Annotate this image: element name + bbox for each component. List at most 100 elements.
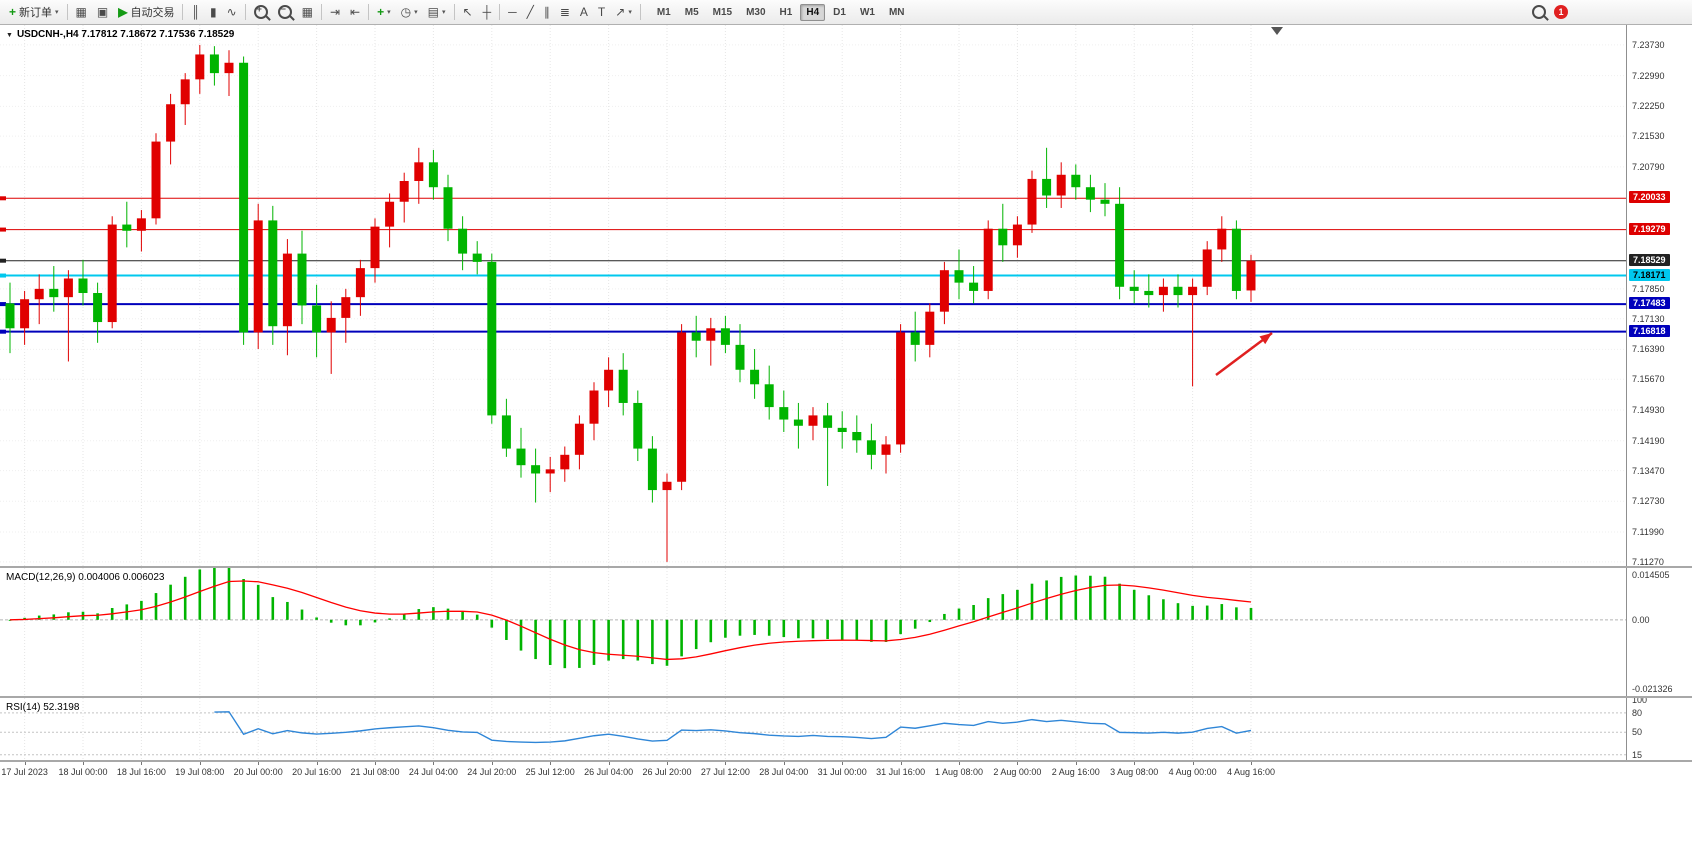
fibonacci-icon: ≣ xyxy=(559,5,570,19)
time-label: 25 Jul 12:00 xyxy=(525,767,575,777)
price-axis[interactable]: 7.23730 7.22990 7.22250 7.21530 7.20790 7.178… xyxy=(1626,25,1692,761)
rsi-panel[interactable] xyxy=(0,698,1626,760)
timeframe-button-H4[interactable]: H4 xyxy=(800,3,826,21)
chart-shift-marker[interactable] xyxy=(1271,27,1283,35)
macd-histogram-bar xyxy=(96,613,99,620)
horizontal-line-button[interactable]: ─ xyxy=(503,2,522,23)
candle xyxy=(604,369,614,391)
text-label-button[interactable]: T xyxy=(593,2,610,23)
macd-histogram-bar xyxy=(943,613,946,620)
candle xyxy=(896,332,906,445)
candle xyxy=(297,253,307,306)
templates-button[interactable]: ▤ ▾ xyxy=(423,2,451,23)
timeframe-button-W1[interactable]: W1 xyxy=(859,6,875,18)
macd-histogram-bar xyxy=(1162,599,1165,620)
macd-histogram-bar xyxy=(37,615,41,620)
time-tick xyxy=(900,761,902,765)
macd-histogram-bar xyxy=(359,619,362,626)
macd-histogram-bar xyxy=(899,619,902,635)
macd-panel[interactable] xyxy=(0,568,1626,696)
indicators-icon: + xyxy=(377,5,385,19)
level-left-mark xyxy=(0,273,6,278)
fibonacci-button[interactable]: ≣ xyxy=(555,2,575,23)
indicators-button[interactable]: + ▾ xyxy=(372,2,396,23)
timeframe-button-D1[interactable]: D1 xyxy=(833,6,846,18)
trendline-button[interactable]: ╱ xyxy=(522,2,539,23)
candle xyxy=(428,162,438,188)
level-left-mark xyxy=(0,329,6,334)
candle xyxy=(720,328,730,345)
zoom-in-button[interactable]: + xyxy=(249,2,273,23)
arrows-button[interactable]: ↗ ▾ xyxy=(610,2,637,23)
macd-histogram-bar xyxy=(534,619,537,660)
time-axis[interactable]: 17 Jul 2023 18 Jul 00:00 18 Jul 16:00 19 Ju… xyxy=(0,761,1626,783)
time-tick xyxy=(842,761,844,765)
timeframe-button-H1[interactable]: H1 xyxy=(779,6,793,18)
candle xyxy=(1027,178,1037,225)
bar-chart-button[interactable]: ║ xyxy=(186,2,205,23)
macd-histogram-bar xyxy=(680,619,683,657)
candle xyxy=(195,54,205,80)
candle xyxy=(969,282,979,291)
candlestick-chart-button[interactable]: ▮ xyxy=(205,2,222,23)
macd-histogram-bar xyxy=(782,619,786,638)
macd-histogram-bar xyxy=(928,619,932,623)
candle xyxy=(443,187,453,229)
search-icon[interactable] xyxy=(1532,5,1546,19)
macd-histogram-bar xyxy=(1132,589,1136,620)
text-button[interactable]: A xyxy=(575,2,593,23)
channel-button[interactable]: ∥ xyxy=(539,2,555,23)
timeframe-button-M5[interactable]: M5 xyxy=(684,6,699,18)
auto-scroll-button[interactable]: ⇥ xyxy=(325,2,345,23)
macd-histogram-bar xyxy=(797,619,800,639)
timeframe-button-MN[interactable]: MN xyxy=(888,6,905,18)
macd-histogram-bar xyxy=(636,619,640,661)
candlestick-chart[interactable] xyxy=(0,25,1626,566)
zoom-out-button[interactable]: − xyxy=(273,2,297,23)
toolbar-separator xyxy=(639,4,641,20)
cursor-button[interactable]: ↖ xyxy=(458,2,478,23)
price-tick-label: 7.14930 xyxy=(1632,405,1665,415)
candle xyxy=(326,317,336,333)
panel-splitter[interactable] xyxy=(0,760,1692,762)
new-order-button[interactable]: + 新订单 ▾ xyxy=(4,2,64,23)
collapse-icon[interactable]: ▼ xyxy=(6,32,13,39)
price-tick-label: 7.17850 xyxy=(1632,283,1665,294)
price-tick-label: 7.17130 xyxy=(1632,313,1665,324)
candle xyxy=(151,141,161,219)
macd-histogram-bar xyxy=(505,619,508,640)
timeframe-button-M30[interactable]: M30 xyxy=(746,6,766,18)
macd-histogram-bar xyxy=(8,619,12,621)
panel-splitter[interactable] xyxy=(0,566,1692,568)
macd-histogram-bar xyxy=(826,619,829,640)
timeframe-button-M15[interactable]: M15 xyxy=(712,6,733,18)
price-tick-label: 15 xyxy=(1632,749,1643,760)
notification-badge[interactable]: 1 xyxy=(1554,5,1568,19)
level-left-mark xyxy=(0,227,6,232)
candle xyxy=(472,253,482,262)
candle xyxy=(1042,178,1052,196)
auto-trading-button[interactable]: ▶ 自动交易 xyxy=(113,2,179,23)
arrow-objects-icon: ↗ xyxy=(615,5,626,19)
time-tick xyxy=(1251,761,1252,765)
tile-windows-button[interactable]: ▦ xyxy=(297,2,318,23)
toolbar-right-group: 1 xyxy=(1532,5,1568,19)
candle xyxy=(122,224,132,231)
candle xyxy=(370,226,380,269)
macd-histogram-bar xyxy=(519,619,523,651)
chart-shift-button[interactable]: ⇤ xyxy=(345,2,365,23)
timeframe-button-M1[interactable]: M1 xyxy=(656,6,671,18)
metaeditor-button[interactable]: ▣ xyxy=(92,2,113,23)
candle xyxy=(399,180,409,202)
panel-splitter[interactable] xyxy=(0,696,1692,698)
rsi-line xyxy=(214,711,1252,744)
line-chart-button[interactable]: ∿ xyxy=(222,2,242,23)
macd-histogram-bar xyxy=(738,619,742,636)
crosshair-button[interactable]: ┼ xyxy=(478,2,497,23)
candle xyxy=(662,481,672,491)
periods-button[interactable]: ◷ ▾ xyxy=(396,2,423,23)
candle xyxy=(837,427,847,432)
profiles-button[interactable]: ▦ xyxy=(71,2,92,23)
macd-histogram-bar xyxy=(1030,583,1034,620)
macd-histogram-bar xyxy=(1059,576,1063,620)
